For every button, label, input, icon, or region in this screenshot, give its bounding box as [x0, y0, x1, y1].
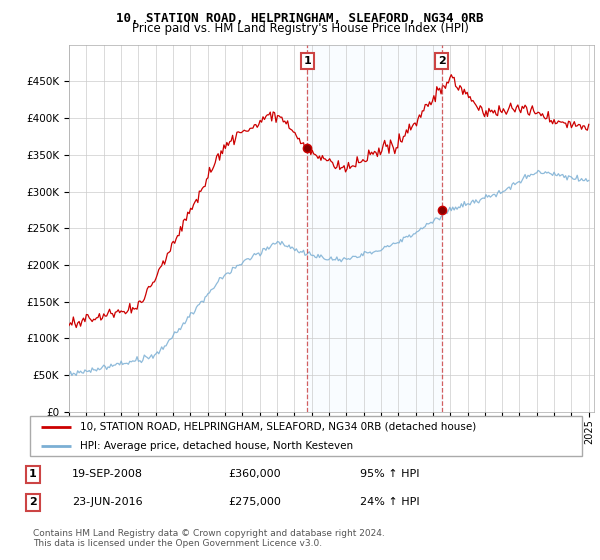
Text: 95% ↑ HPI: 95% ↑ HPI [360, 469, 419, 479]
Text: 10, STATION ROAD, HELPRINGHAM, SLEAFORD, NG34 0RB: 10, STATION ROAD, HELPRINGHAM, SLEAFORD,… [116, 12, 484, 25]
Text: 10, STATION ROAD, HELPRINGHAM, SLEAFORD, NG34 0RB (detached house): 10, STATION ROAD, HELPRINGHAM, SLEAFORD,… [80, 422, 476, 432]
Text: Contains HM Land Registry data © Crown copyright and database right 2024.
This d: Contains HM Land Registry data © Crown c… [33, 529, 385, 548]
Text: Price paid vs. HM Land Registry's House Price Index (HPI): Price paid vs. HM Land Registry's House … [131, 22, 469, 35]
Text: 1: 1 [304, 56, 311, 66]
Text: 2: 2 [29, 497, 37, 507]
Text: 24% ↑ HPI: 24% ↑ HPI [360, 497, 419, 507]
Text: 1: 1 [29, 469, 37, 479]
Text: £360,000: £360,000 [228, 469, 281, 479]
Text: 19-SEP-2008: 19-SEP-2008 [72, 469, 143, 479]
Text: 23-JUN-2016: 23-JUN-2016 [72, 497, 143, 507]
Text: £275,000: £275,000 [228, 497, 281, 507]
Text: HPI: Average price, detached house, North Kesteven: HPI: Average price, detached house, Nort… [80, 441, 353, 451]
Text: 2: 2 [437, 56, 445, 66]
Bar [307, 45, 442, 412]
